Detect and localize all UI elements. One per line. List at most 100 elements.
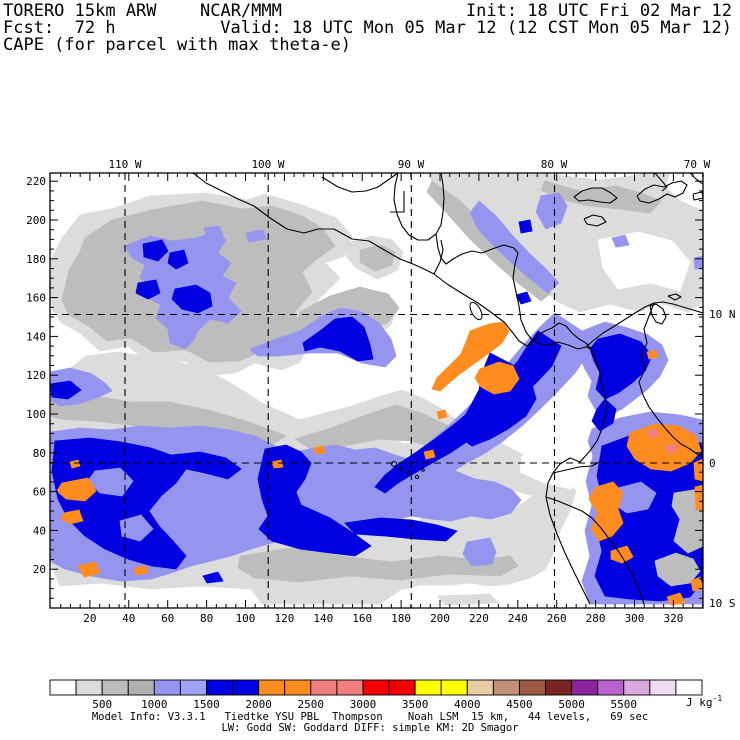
field-region-bottom-smudge xyxy=(437,593,499,606)
y-axis-label: 160 xyxy=(26,292,46,305)
y-axis-label: 80 xyxy=(33,447,46,460)
lake-nicaragua xyxy=(469,301,483,321)
galapagos-island xyxy=(391,461,397,467)
field-region-sa-orange-arm xyxy=(588,481,624,542)
x-axis-label: 200 xyxy=(430,612,450,625)
model-info-line: Model Info: V3.3.1 Tiedtke YSU PBL Thomp… xyxy=(91,711,649,723)
field-region-sa-orange-b2 xyxy=(690,576,703,592)
x-axis-label: 120 xyxy=(274,612,294,625)
field-region-sw-orange0 xyxy=(69,459,81,469)
galapagos-island xyxy=(414,474,420,480)
y-axis-label: 120 xyxy=(26,369,46,382)
colorbar-cell xyxy=(597,679,625,696)
field-region-c-orange2 xyxy=(271,459,284,469)
longitude-label: 80 W xyxy=(541,158,568,171)
field-region-diag-orange-dot2 xyxy=(423,449,436,460)
colorbar-cell xyxy=(675,679,703,696)
latitude-label: 10 N xyxy=(709,308,736,321)
field-region-car-peri xyxy=(469,200,560,294)
physics-info-line: LW: Godd SW: Goddard DIFF: simple KM: 2D… xyxy=(221,722,519,734)
field-region-sw-orange1 xyxy=(56,477,97,502)
coastline xyxy=(636,180,688,204)
field-region-nw-blue-b xyxy=(167,249,189,270)
field-region-sa-orange-e1 xyxy=(693,458,703,482)
cape-field-regions xyxy=(50,173,703,606)
field-region-car-edge-dot xyxy=(693,255,703,270)
longitude-label: 100 W xyxy=(251,158,284,171)
longitude-label: 70 W xyxy=(684,158,711,171)
field-region-nw-blue-d xyxy=(171,284,213,314)
center-title: NCAR/MMM xyxy=(200,1,282,21)
colorbar-cell xyxy=(336,679,364,696)
field-region-colombia-blue-arm xyxy=(591,398,617,432)
field-region-central-blue-band xyxy=(344,517,458,542)
field-region-car-peri2 xyxy=(535,192,568,230)
coastline xyxy=(692,191,703,201)
colorbar-cell xyxy=(127,679,155,696)
colorbar-cell xyxy=(623,679,651,696)
colorbar-cell xyxy=(153,679,181,696)
coastline xyxy=(321,173,399,193)
field-region-sw-blue2 xyxy=(202,571,224,584)
graticule xyxy=(50,173,703,608)
field-region-nw-dot2 xyxy=(245,229,267,243)
colorbar-cell xyxy=(518,679,546,696)
colorbar-label: 3000 xyxy=(350,698,377,711)
field-region-car-blue-dot xyxy=(518,219,533,234)
header-line-2: Fcst: 72 h Valid: 18 UTC Mon 05 Mar 12 (… xyxy=(0,18,740,38)
field-region-c-orange1 xyxy=(313,445,326,455)
coastline xyxy=(649,303,667,325)
y-axis-label: 180 xyxy=(26,253,46,266)
y-axis-label: 20 xyxy=(33,563,46,576)
map-frame xyxy=(49,172,704,609)
field-region-sw-orange3 xyxy=(77,561,101,578)
field-title: CAPE (for parcel with max theta-e) xyxy=(3,35,351,55)
colorbar-cell xyxy=(492,679,520,696)
y-axis-label: 200 xyxy=(26,214,46,227)
field-region-nic-blue-dot xyxy=(515,291,532,305)
colorbar-cell xyxy=(206,679,234,696)
field-region-sw-orange4 xyxy=(133,565,149,576)
coastline xyxy=(552,460,602,474)
colorbar-label: 1000 xyxy=(141,698,168,711)
latitude-label: 0 xyxy=(709,457,716,470)
forecast-hour: Fcst: 72 h xyxy=(3,18,116,38)
colorbar-cell xyxy=(258,679,286,696)
field-region-sw-peri-hole2 xyxy=(119,514,154,542)
field-region-col-orange-dot xyxy=(646,349,659,360)
colorbar-label: 5500 xyxy=(611,698,638,711)
colorbar-label: 3500 xyxy=(402,698,429,711)
y-axis-label: 140 xyxy=(26,330,46,343)
colorbar-units: J kg-1 xyxy=(686,694,722,709)
coastlines xyxy=(192,173,703,605)
coastline xyxy=(654,173,668,192)
field-region-sw-orange2 xyxy=(60,509,84,525)
field-region-cs-band3 xyxy=(237,547,519,583)
x-axis-label: 40 xyxy=(122,612,135,625)
colorbar-cell xyxy=(414,679,442,696)
x-axis-label: 240 xyxy=(508,612,528,625)
x-axis-label: 320 xyxy=(663,612,683,625)
x-axis-label: 220 xyxy=(469,612,489,625)
colorbar-cell xyxy=(75,679,103,696)
colorbar-cell xyxy=(571,679,599,696)
field-region-car-hole1 xyxy=(597,231,691,292)
latitude-label: 10 S xyxy=(709,597,736,610)
field-region-nw-blue-c xyxy=(135,279,161,300)
coastline xyxy=(583,214,607,227)
x-axis-label: 300 xyxy=(625,612,645,625)
colorbar-cell xyxy=(179,679,207,696)
field-region-car-peri3 xyxy=(611,234,630,248)
longitude-label: 90 W xyxy=(398,158,425,171)
colorbar-cell xyxy=(49,679,77,696)
colorbar-label: 4500 xyxy=(506,698,533,711)
axis-labels: 20 40 60 80 100 120 140 160 180 200 220 240 260 280 30… xyxy=(26,158,735,625)
longitude-label: 110 W xyxy=(108,158,141,171)
galapagos-island xyxy=(406,470,412,476)
colorbar-cell xyxy=(101,679,129,696)
header-line-3: CAPE (for parcel with max theta-e) xyxy=(0,35,740,55)
field-region-car-hole2 xyxy=(665,173,703,211)
coastline xyxy=(393,173,445,241)
x-axis-label: 180 xyxy=(391,612,411,625)
